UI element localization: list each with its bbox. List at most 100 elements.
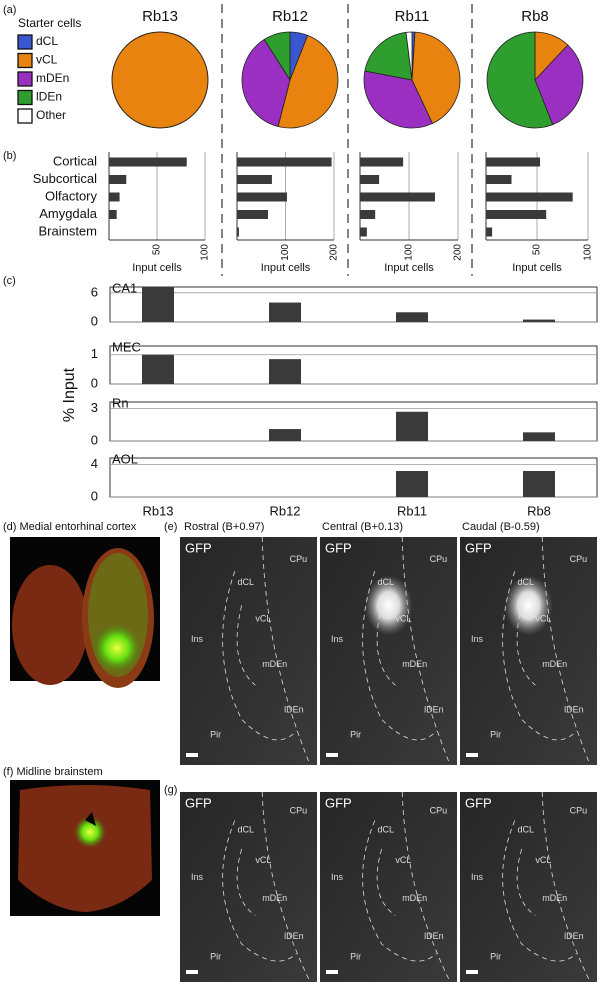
- category-label: Brainstem: [38, 223, 97, 238]
- x-tick-label: 100: [200, 244, 211, 261]
- micrograph: GFP dCL CPu vCL Ins mDEn lDEn Pir: [180, 791, 317, 983]
- stain-label: GFP: [465, 540, 492, 555]
- plot-box: [109, 345, 598, 385]
- pie-slice: [363, 70, 433, 129]
- x-tick-label: Rb12: [269, 503, 300, 518]
- region-label: lDEn: [424, 931, 444, 941]
- x-tick-label: 100: [280, 244, 291, 261]
- image-bg: [460, 537, 597, 765]
- region-label: Ins: [471, 634, 484, 644]
- tissue: [12, 565, 88, 685]
- region-label: Ins: [331, 872, 344, 882]
- stain-label: GFP: [325, 795, 352, 810]
- panel-label: (a): [3, 4, 16, 16]
- bar: [486, 192, 573, 202]
- region-outline: [236, 605, 256, 686]
- legend-title: Starter cells: [18, 16, 81, 30]
- column-title: Caudal (B-0.59): [462, 521, 540, 533]
- bar: [486, 175, 512, 184]
- image-d: [10, 537, 160, 688]
- region-label: dCL: [238, 577, 255, 587]
- region-label: CPu: [430, 554, 448, 564]
- region-label: lDEn: [284, 931, 304, 941]
- bar: [237, 157, 332, 167]
- region-label: mDEn: [402, 659, 427, 669]
- x-tick-label: Rb8: [527, 503, 551, 518]
- region-label: Pir: [210, 952, 221, 962]
- region-label: mDEn: [262, 659, 287, 669]
- bar: [360, 192, 435, 202]
- region-label: lDEn: [424, 705, 444, 715]
- region-label: Pir: [350, 730, 361, 740]
- bar: [142, 287, 174, 322]
- bar: [523, 319, 555, 322]
- bar: [269, 359, 301, 384]
- stain-label: GFP: [185, 540, 212, 555]
- region-label: vCL: [255, 855, 271, 865]
- x-axis-label: Input cells: [384, 262, 434, 274]
- panel-label: (d) Medial entorhinal cortex: [3, 521, 137, 533]
- region-label: CPu: [290, 805, 308, 815]
- region-label: mDEn: [402, 893, 427, 903]
- x-axis-label: Input cells: [261, 262, 311, 274]
- legend-label: lDEn: [36, 90, 62, 104]
- x-tick-label: Rb13: [142, 503, 173, 518]
- stain-label: GFP: [185, 795, 212, 810]
- image-f: [10, 780, 160, 916]
- gfp-signal: [504, 575, 553, 636]
- y-tick-label: 0: [91, 313, 98, 328]
- pie-slice: [534, 44, 584, 126]
- category-label: Amygdala: [39, 206, 98, 221]
- pie-slice: [405, 31, 413, 81]
- x-axis-label: Input cells: [512, 262, 562, 274]
- bar: [523, 471, 555, 497]
- y-tick-label: 4: [91, 456, 98, 471]
- micrograph: GFP dCL CPu vCL Ins mDEn lDEn Pir: [460, 536, 597, 766]
- region-label: lDEn: [564, 931, 584, 941]
- panel-label: (b): [3, 150, 16, 162]
- legend-swatch: [17, 52, 33, 69]
- region-outline: [261, 791, 311, 983]
- bar: [486, 227, 493, 237]
- region-outline: [236, 848, 256, 916]
- pie-slice: [277, 34, 339, 129]
- legend-label: dCL: [36, 34, 58, 48]
- panel-label: (g): [164, 784, 177, 796]
- x-axis-label: Input cells: [132, 262, 182, 274]
- bar: [396, 411, 428, 441]
- y-axis-label: % Input: [61, 367, 78, 422]
- x-tick-label: 50: [152, 244, 163, 256]
- micrograph: GFP dCL CPu vCL Ins mDEn lDEn Pir: [320, 536, 457, 766]
- region-label: Ins: [331, 634, 344, 644]
- region-outline: [362, 820, 437, 962]
- bar: [109, 175, 127, 184]
- column-title: Rostral (B+0.97): [184, 521, 264, 533]
- column-title: Central (B+0.13): [322, 521, 403, 533]
- pie-title: Rb11: [395, 8, 430, 25]
- region-label: mDEn: [542, 893, 567, 903]
- y-tick-label: 3: [91, 400, 98, 415]
- category-label: Subcortical: [33, 171, 97, 186]
- micrograph: GFP dCL CPu vCL Ins mDEn lDEn Pir: [320, 791, 457, 983]
- bar: [360, 210, 376, 219]
- region-label: vCL: [255, 613, 271, 623]
- bar: [237, 227, 239, 237]
- bar: [109, 210, 117, 219]
- region-label: vCL: [395, 613, 411, 623]
- bar: [396, 312, 428, 322]
- row-label: CA1: [112, 280, 137, 295]
- image-bg: [180, 537, 317, 765]
- bar: [360, 227, 367, 237]
- region-label: dCL: [238, 824, 255, 834]
- image-bg: [320, 537, 457, 765]
- region-label: dCL: [518, 577, 535, 587]
- scale-bar: [466, 753, 478, 757]
- region-label: dCL: [378, 577, 395, 587]
- region-label: Ins: [191, 872, 204, 882]
- region-outline: [541, 791, 591, 983]
- scale-bar: [466, 970, 478, 974]
- region-label: vCL: [535, 613, 551, 623]
- region-label: Pir: [490, 730, 501, 740]
- scale-bar: [186, 970, 198, 974]
- region-label: dCL: [518, 824, 535, 834]
